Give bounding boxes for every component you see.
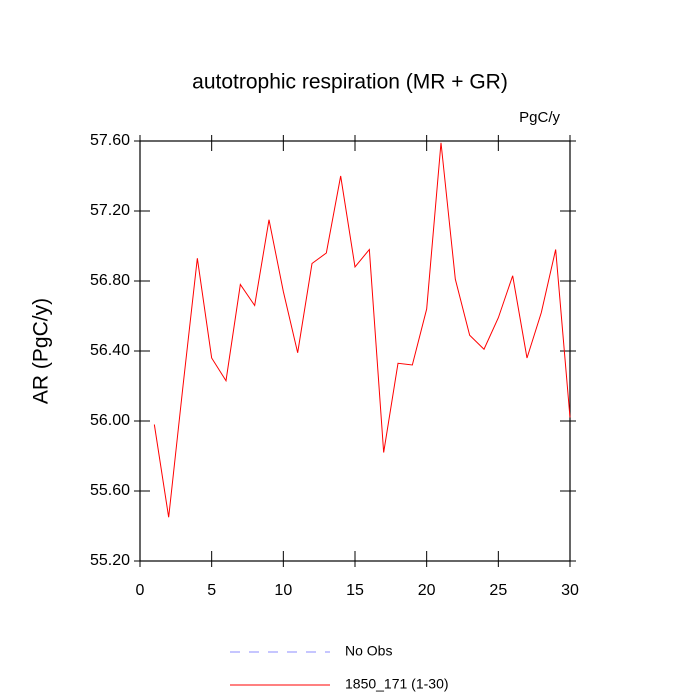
x-tick-label: 5 [207,582,216,599]
x-tick-label: 25 [489,582,507,599]
x-tick-label: 15 [346,582,364,599]
y-axis-label: AR (PgC/y) [30,298,53,404]
chart-title: autotrophic respiration (MR + GR) [192,71,508,94]
x-tick-label: 20 [418,582,436,599]
y-tick-label: 56.00 [90,412,130,429]
data-line [153,142,571,518]
x-tick-label: 10 [274,582,292,599]
y-tick-label: 56.40 [90,342,130,359]
y-tick-label: 56.80 [90,272,130,289]
legend-label: No Obs [345,643,392,659]
y-tick-label: 57.20 [90,202,130,219]
plot-frame [139,140,571,562]
x-tick-label: 30 [561,582,579,599]
y-tick-label: 57.60 [90,132,130,149]
y-tick-label: 55.20 [90,552,130,569]
y-tick-label: 55.60 [90,482,130,499]
legend-label: 1850_171 (1-30) [345,676,449,692]
x-tick-label: 0 [136,582,145,599]
units-label: PgC/y [519,109,560,126]
